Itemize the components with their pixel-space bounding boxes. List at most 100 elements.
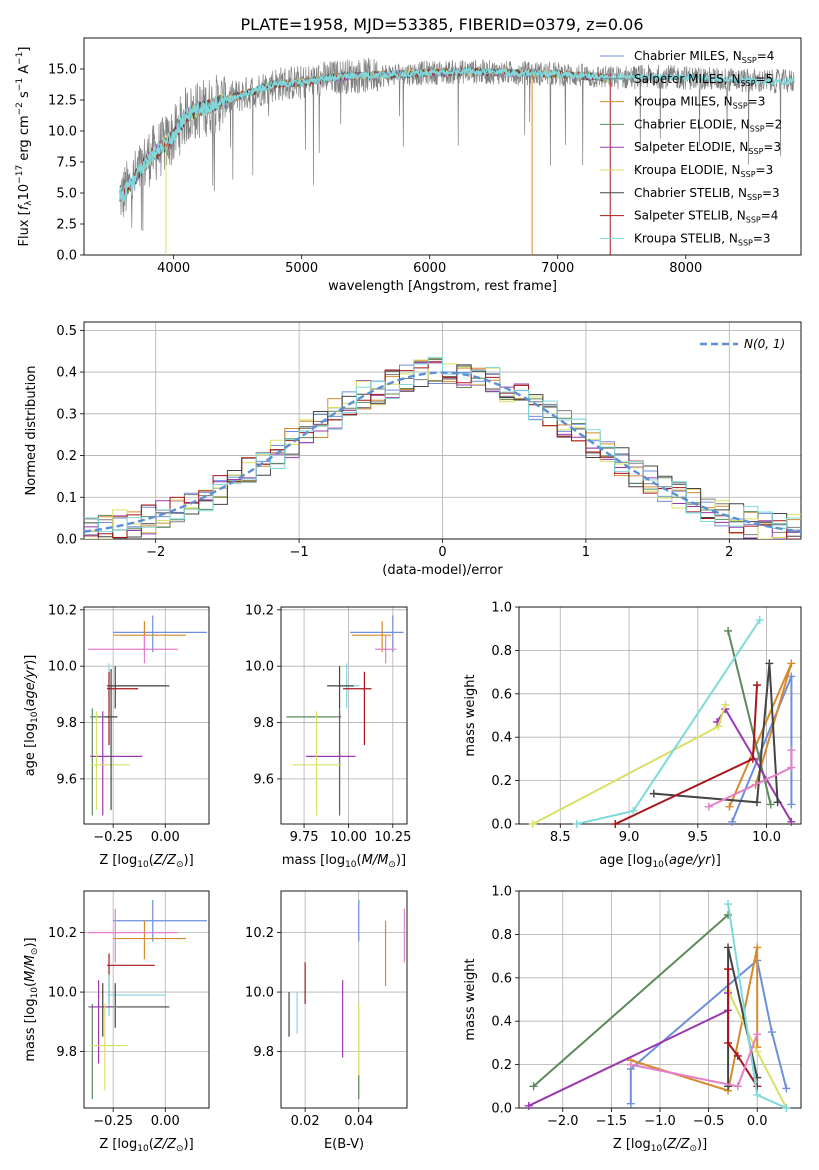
x-axis-label: Z [log10(Z/Z⊙)] xyxy=(99,853,193,870)
weight-point-marker xyxy=(766,800,775,809)
axes-frame xyxy=(83,890,210,1109)
weight-point-marker xyxy=(753,1090,762,1099)
x-tick-label: −1 xyxy=(290,545,309,560)
x-tick-label: −1.5 xyxy=(596,1114,628,1129)
weight-point-marker xyxy=(733,1082,742,1091)
x-tick-label: −2 xyxy=(146,545,165,560)
y-tick-label: 9.6 xyxy=(253,772,274,787)
y-tick-label: 0.6 xyxy=(491,687,512,702)
weight-point-marker xyxy=(782,1104,791,1112)
x-tick-label: 4000 xyxy=(157,261,190,276)
weight-point-marker xyxy=(724,965,733,974)
weight-point-marker xyxy=(626,1060,635,1069)
axes-frame xyxy=(280,890,408,1109)
weight-point-marker xyxy=(704,802,713,811)
weight-point-marker xyxy=(724,900,733,909)
weight-point-marker xyxy=(724,626,733,635)
y-tick-label: 0.3 xyxy=(56,407,77,422)
y-tick-label: 9.8 xyxy=(253,1045,274,1060)
y-axis-label: mass weight xyxy=(463,958,478,1040)
y-tick-label: 2.5 xyxy=(56,218,77,233)
axes-frame xyxy=(518,606,802,825)
normal-curve xyxy=(83,371,802,533)
x-tick-label: 10.00 xyxy=(330,830,367,845)
legend-label: Chabrier MILES, NSSP=4 xyxy=(634,49,774,65)
weight-point-marker xyxy=(529,1082,538,1091)
x-tick-label: −0.25 xyxy=(93,830,133,845)
weight-point-marker xyxy=(733,1051,742,1060)
y-axis-label: mass [log10(M/M⊙)] xyxy=(23,937,40,1061)
figure-title: PLATE=1958, MJD=53385, FIBERID=0379, z=0… xyxy=(240,15,643,34)
chart-mass_vs_Z: −0.25 0.00 9.8 10.0 10.2 mass [log10(M/M⊙)] Z … xyxy=(23,890,210,1154)
y-tick-label: 0.6 xyxy=(491,971,512,986)
chart-residuals: −2 −1 0 1 2 0.0 0.1 0.2 0.3 0.4 0.5 N(0, 1) (data-mo… xyxy=(24,321,802,578)
weight-point-marker xyxy=(752,798,761,807)
y-tick-label: 12.5 xyxy=(48,94,77,109)
weight-point-marker xyxy=(724,1038,733,1047)
y-tick-label: 9.8 xyxy=(56,716,77,731)
weight-point-marker xyxy=(753,1047,762,1056)
weight-point-marker xyxy=(721,700,730,709)
x-axis-label: (data-model)/error xyxy=(382,563,503,578)
y-tick-label: 0.0 xyxy=(491,1102,512,1117)
histogram-series xyxy=(84,364,801,538)
weight-point-marker xyxy=(528,820,537,828)
x-axis-label: wavelength [Angstrom, rest frame] xyxy=(328,279,557,294)
weight-point-marker xyxy=(755,616,764,625)
x-tick-label: 1 xyxy=(582,545,590,560)
weight-point-marker xyxy=(787,672,796,681)
y-tick-label: 10.0 xyxy=(245,986,274,1001)
y-tick-label: 10.0 xyxy=(48,660,77,675)
weight-point-marker xyxy=(629,806,638,815)
weight-point-marker xyxy=(728,817,737,826)
y-tick-label: 10.2 xyxy=(245,603,274,618)
model-spectrum-line-kroupa-stelib xyxy=(119,66,795,202)
chart-mass_vs_ebv: 0.02 0.04 9.8 10.0 10.2 E(B-V) xyxy=(245,890,408,1152)
y-tick-label: 10.2 xyxy=(48,926,77,941)
y-tick-label: 10.0 xyxy=(245,660,274,675)
legend-label: Salpeter STELIB, NSSP=4 xyxy=(634,209,778,225)
x-tick-label: 6000 xyxy=(413,261,446,276)
y-tick-label: 5.0 xyxy=(56,187,77,202)
y-tick-label: 0.2 xyxy=(491,1058,512,1073)
weight-point-marker xyxy=(787,817,796,826)
x-tick-label: 10.25 xyxy=(374,830,411,845)
x-tick-label: 0.0 xyxy=(747,1114,768,1129)
x-tick-label: 0.02 xyxy=(291,1114,320,1129)
y-tick-label: 10.0 xyxy=(48,986,77,1001)
y-tick-label: 0.4 xyxy=(491,1015,512,1030)
y-tick-label: 15.0 xyxy=(48,63,77,78)
x-tick-label: −1.0 xyxy=(644,1114,676,1129)
axes-frame xyxy=(83,37,802,256)
x-tick-label: 0 xyxy=(438,545,446,560)
y-tick-label: 10.0 xyxy=(48,125,77,140)
weight-series-line xyxy=(653,663,779,804)
x-tick-label: 0.00 xyxy=(151,830,180,845)
weight-point-marker xyxy=(752,681,761,690)
axes-frame xyxy=(83,606,210,825)
y-axis-label: Flux [fλ10−17 erg cm−2 s−1 A−1] xyxy=(15,47,34,247)
y-tick-label: 0.0 xyxy=(491,818,512,833)
x-tick-label: 8.5 xyxy=(550,830,571,845)
axes-frame xyxy=(83,321,802,540)
chart-age_vs_Z: −0.25 0.00 9.6 9.8 10.0 10.2 age [log10(age/yr… xyxy=(23,603,210,870)
weight-point-marker xyxy=(787,659,796,668)
x-tick-label: 5000 xyxy=(285,261,318,276)
x-tick-label: 10.0 xyxy=(752,830,781,845)
legend-label: Chabrier ELODIE, NSSP=2 xyxy=(634,117,782,133)
chart-age_vs_mass: 9.75 10.00 10.25 9.6 9.8 10.0 10.2 mass [log10(… xyxy=(245,603,411,870)
weight-point-marker xyxy=(753,1030,762,1039)
weight-point-marker xyxy=(724,943,733,952)
legend-label: Salpeter MILES, NSSP=5 xyxy=(634,72,773,88)
weight-point-marker xyxy=(753,943,762,952)
weight-point-marker xyxy=(649,789,658,798)
weight-point-marker xyxy=(787,763,796,772)
y-tick-label: 0.4 xyxy=(491,731,512,746)
legend-label: Chabrier STELIB, NSSP=3 xyxy=(634,186,780,202)
y-tick-label: 1.0 xyxy=(491,885,512,900)
chart-weight_vs_Z: −2.0 −1.5 −1.0 −0.5 0.0 0.0 0.2 0.4 0.6 0.8 1.0 mas… xyxy=(463,885,802,1154)
y-axis-label: Normed distribution xyxy=(24,366,39,496)
legend-label: Kroupa MILES, NSSP=3 xyxy=(634,95,765,111)
x-tick-label: 8000 xyxy=(669,261,702,276)
